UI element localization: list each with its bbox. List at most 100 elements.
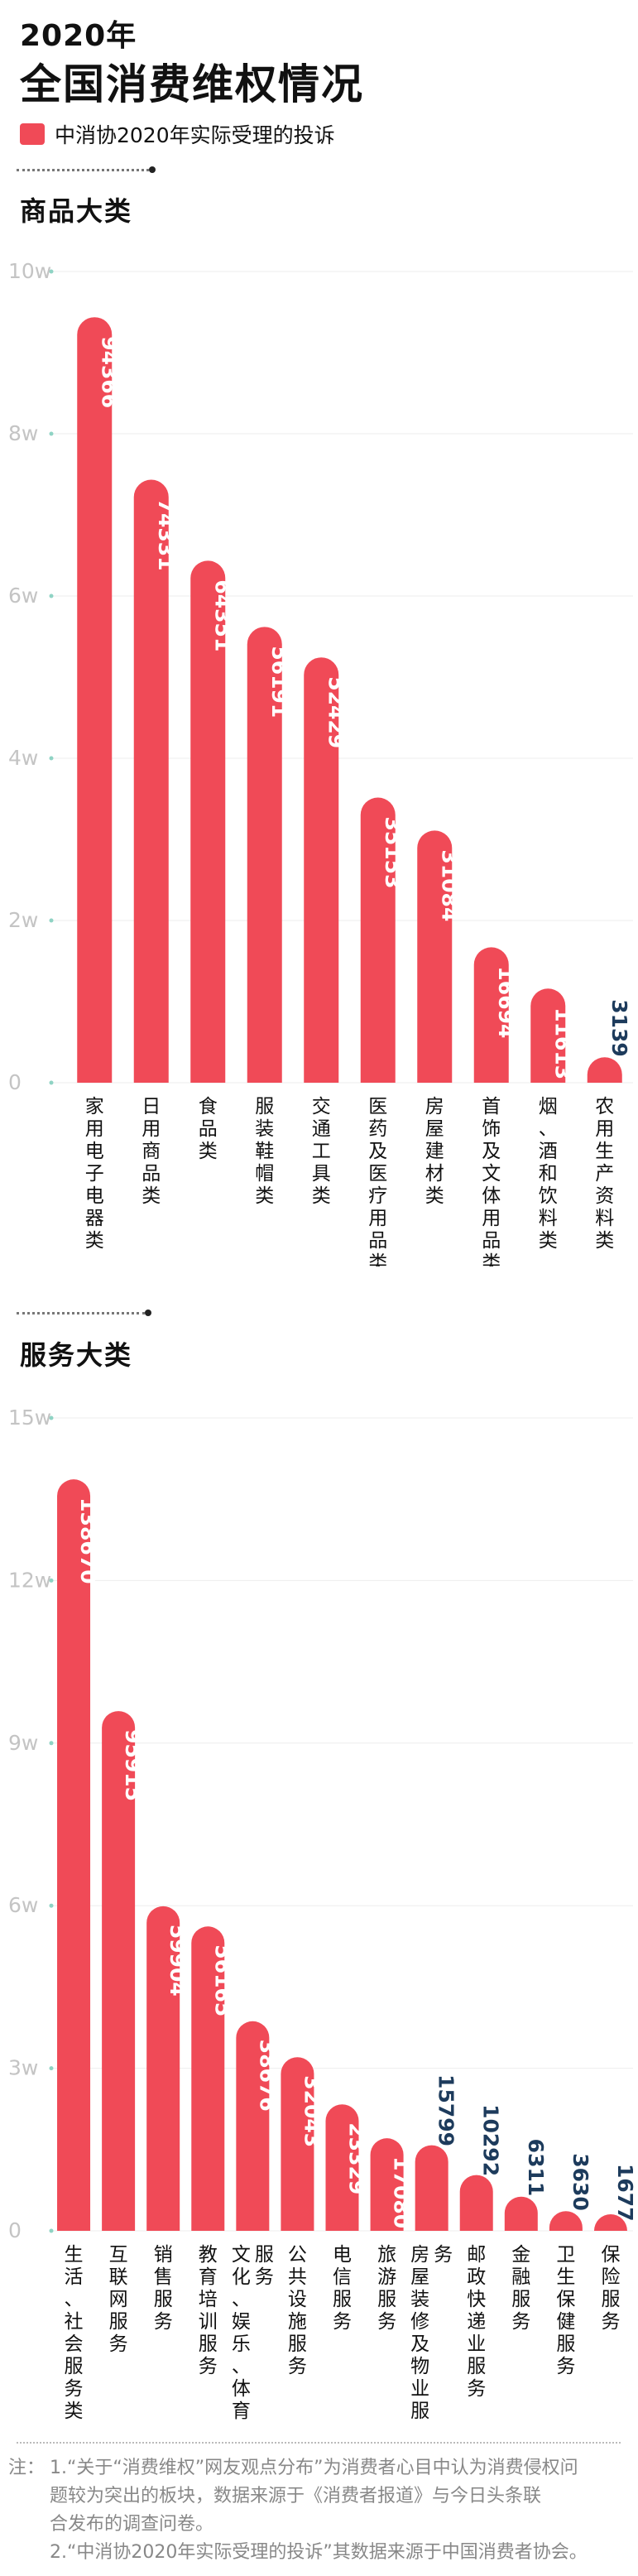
category-label-1-0: 生 xyxy=(65,2244,84,2266)
category-label-0-9: 资 xyxy=(595,1185,614,1207)
data-label-0-4: 52429 xyxy=(324,676,348,748)
category-label-1-6: 电 xyxy=(333,2244,352,2266)
bar-1-3 xyxy=(191,1926,225,2231)
category-label-1-9: 邮 xyxy=(467,2244,486,2266)
category-label-1-8: 修 xyxy=(410,2311,429,2333)
category-label-1-2: 售 xyxy=(154,2266,173,2288)
category-label-0-7: 饰 xyxy=(482,1118,501,1140)
y-tick-label-2: 4w xyxy=(8,746,38,770)
category-label-0-1: 商 xyxy=(142,1141,161,1162)
category-label-0-8: 类 xyxy=(539,1230,558,1252)
bar-0-3 xyxy=(247,627,282,1083)
page-title: 全国消费维权情况 xyxy=(20,60,364,108)
category-label-0-3: 服 xyxy=(255,1096,274,1117)
category-label-1-8: 服 xyxy=(410,2401,429,2422)
category-label-1-12: 务 xyxy=(601,2311,620,2333)
category-label-1-2: 务 xyxy=(154,2311,173,2333)
category-label-1-4: 服 xyxy=(255,2244,274,2266)
category-label-0-1: 品 xyxy=(142,1163,161,1185)
category-label-1-10: 融 xyxy=(511,2266,530,2288)
category-label-1-4: 化 xyxy=(232,2266,251,2288)
category-label-0-7: 体 xyxy=(482,1185,501,1207)
bar-1-10 xyxy=(504,2196,538,2231)
category-label-0-5: 药 xyxy=(368,1118,387,1140)
bar-1-9 xyxy=(459,2175,493,2231)
bar-1-0 xyxy=(57,1479,91,2231)
legend: 中消协2020年实际受理的投诉 xyxy=(20,119,335,149)
category-label-0-0: 电 xyxy=(85,1185,104,1207)
tick-mark-2 xyxy=(49,756,54,761)
category-label-0-0: 类 xyxy=(85,1230,104,1252)
category-label-1-0: 类 xyxy=(65,2401,84,2422)
bar-1-5 xyxy=(281,2057,314,2231)
tick-mark-5 xyxy=(49,269,54,274)
category-label-1-9: 服 xyxy=(467,2356,486,2377)
category-label-0-5: 医 xyxy=(368,1163,387,1185)
category-label-0-2: 类 xyxy=(199,1141,218,1162)
category-label-1-3: 育 xyxy=(199,2266,218,2288)
category-label-0-4: 工 xyxy=(312,1141,331,1162)
category-label-0-7: 文 xyxy=(482,1163,501,1185)
category-label-1-0: 、 xyxy=(65,2289,84,2310)
category-label-1-4: 、 xyxy=(232,2356,251,2377)
data-label-1-9: 10292 xyxy=(479,2104,503,2176)
category-label-1-12: 服 xyxy=(601,2289,620,2310)
category-label-1-8: 房 xyxy=(410,2244,429,2266)
category-label-0-5: 医 xyxy=(368,1096,387,1117)
category-label-1-11: 健 xyxy=(556,2311,575,2333)
y-tick-label-0: 0 xyxy=(8,2218,22,2242)
category-label-1-8: 装 xyxy=(410,2289,429,2310)
bar-0-9 xyxy=(587,1057,622,1083)
category-label-1-4: 娱 xyxy=(232,2311,251,2333)
category-label-1-9: 递 xyxy=(467,2311,486,2333)
tick-mark-2 xyxy=(49,1903,54,1908)
bar-0-8 xyxy=(530,988,566,1083)
category-label-0-7: 用 xyxy=(482,1208,501,1229)
category-label-0-9: 料 xyxy=(595,1208,614,1229)
category-label-1-7: 服 xyxy=(377,2289,396,2310)
footnote-line-4: 2.“中消协2020年实际受理的投诉”其数据来源于中国消费者协会。 xyxy=(50,2542,588,2563)
category-label-1-3: 教 xyxy=(199,2244,218,2266)
category-label-1-5: 共 xyxy=(288,2266,307,2288)
category-label-1-11: 务 xyxy=(556,2356,575,2377)
category-label-1-6: 务 xyxy=(333,2311,352,2333)
category-label-1-5: 公 xyxy=(288,2244,307,2266)
category-label-0-9: 产 xyxy=(595,1163,614,1185)
bar-0-7 xyxy=(473,947,509,1083)
category-label-1-5: 设 xyxy=(288,2289,307,2310)
services-chart: 03w6w9w12w15w138670生活、社会服务类95915互联网服务599… xyxy=(8,1406,637,2422)
y-tick-label-5: 15w xyxy=(8,1406,51,1430)
category-label-0-6: 房 xyxy=(425,1096,444,1117)
category-label-1-7: 旅 xyxy=(377,2244,396,2266)
category-label-0-5: 用 xyxy=(368,1208,387,1229)
category-label-1-8: 物 xyxy=(410,2356,429,2377)
category-label-0-8: 、 xyxy=(539,1118,558,1140)
data-label-1-4: 38676 xyxy=(255,2040,279,2112)
category-label-1-4: 育 xyxy=(232,2401,251,2422)
category-label-1-11: 保 xyxy=(556,2289,575,2310)
category-label-0-6: 类 xyxy=(425,1185,444,1207)
category-label-0-9: 类 xyxy=(595,1230,614,1252)
category-label-0-8: 和 xyxy=(539,1163,558,1185)
y-tick-label-4: 12w xyxy=(8,1568,51,1592)
services-section-title: 服务大类 xyxy=(20,1339,133,1371)
category-label-0-9: 用 xyxy=(595,1118,614,1140)
separator-2 xyxy=(17,1312,145,1314)
y-tick-label-3: 9w xyxy=(8,1731,38,1755)
category-label-1-10: 服 xyxy=(511,2289,530,2310)
category-label-1-8: 务 xyxy=(434,2244,453,2266)
bar-0-1 xyxy=(133,479,169,1083)
bar-0-6 xyxy=(417,830,453,1083)
tick-mark-4 xyxy=(49,431,54,436)
data-label-0-5: 35153 xyxy=(381,817,405,889)
category-label-0-7: 类 xyxy=(482,1252,501,1266)
category-label-0-3: 帽 xyxy=(255,1163,274,1185)
category-label-1-2: 服 xyxy=(154,2289,173,2310)
data-label-0-2: 64351 xyxy=(210,579,234,651)
data-label-1-3: 56165 xyxy=(210,1944,234,2016)
category-label-1-5: 务 xyxy=(288,2356,307,2377)
category-label-0-1: 用 xyxy=(142,1118,161,1140)
category-label-0-5: 及 xyxy=(368,1141,387,1162)
data-label-0-6: 31084 xyxy=(437,849,461,921)
separator-1 xyxy=(17,169,149,171)
